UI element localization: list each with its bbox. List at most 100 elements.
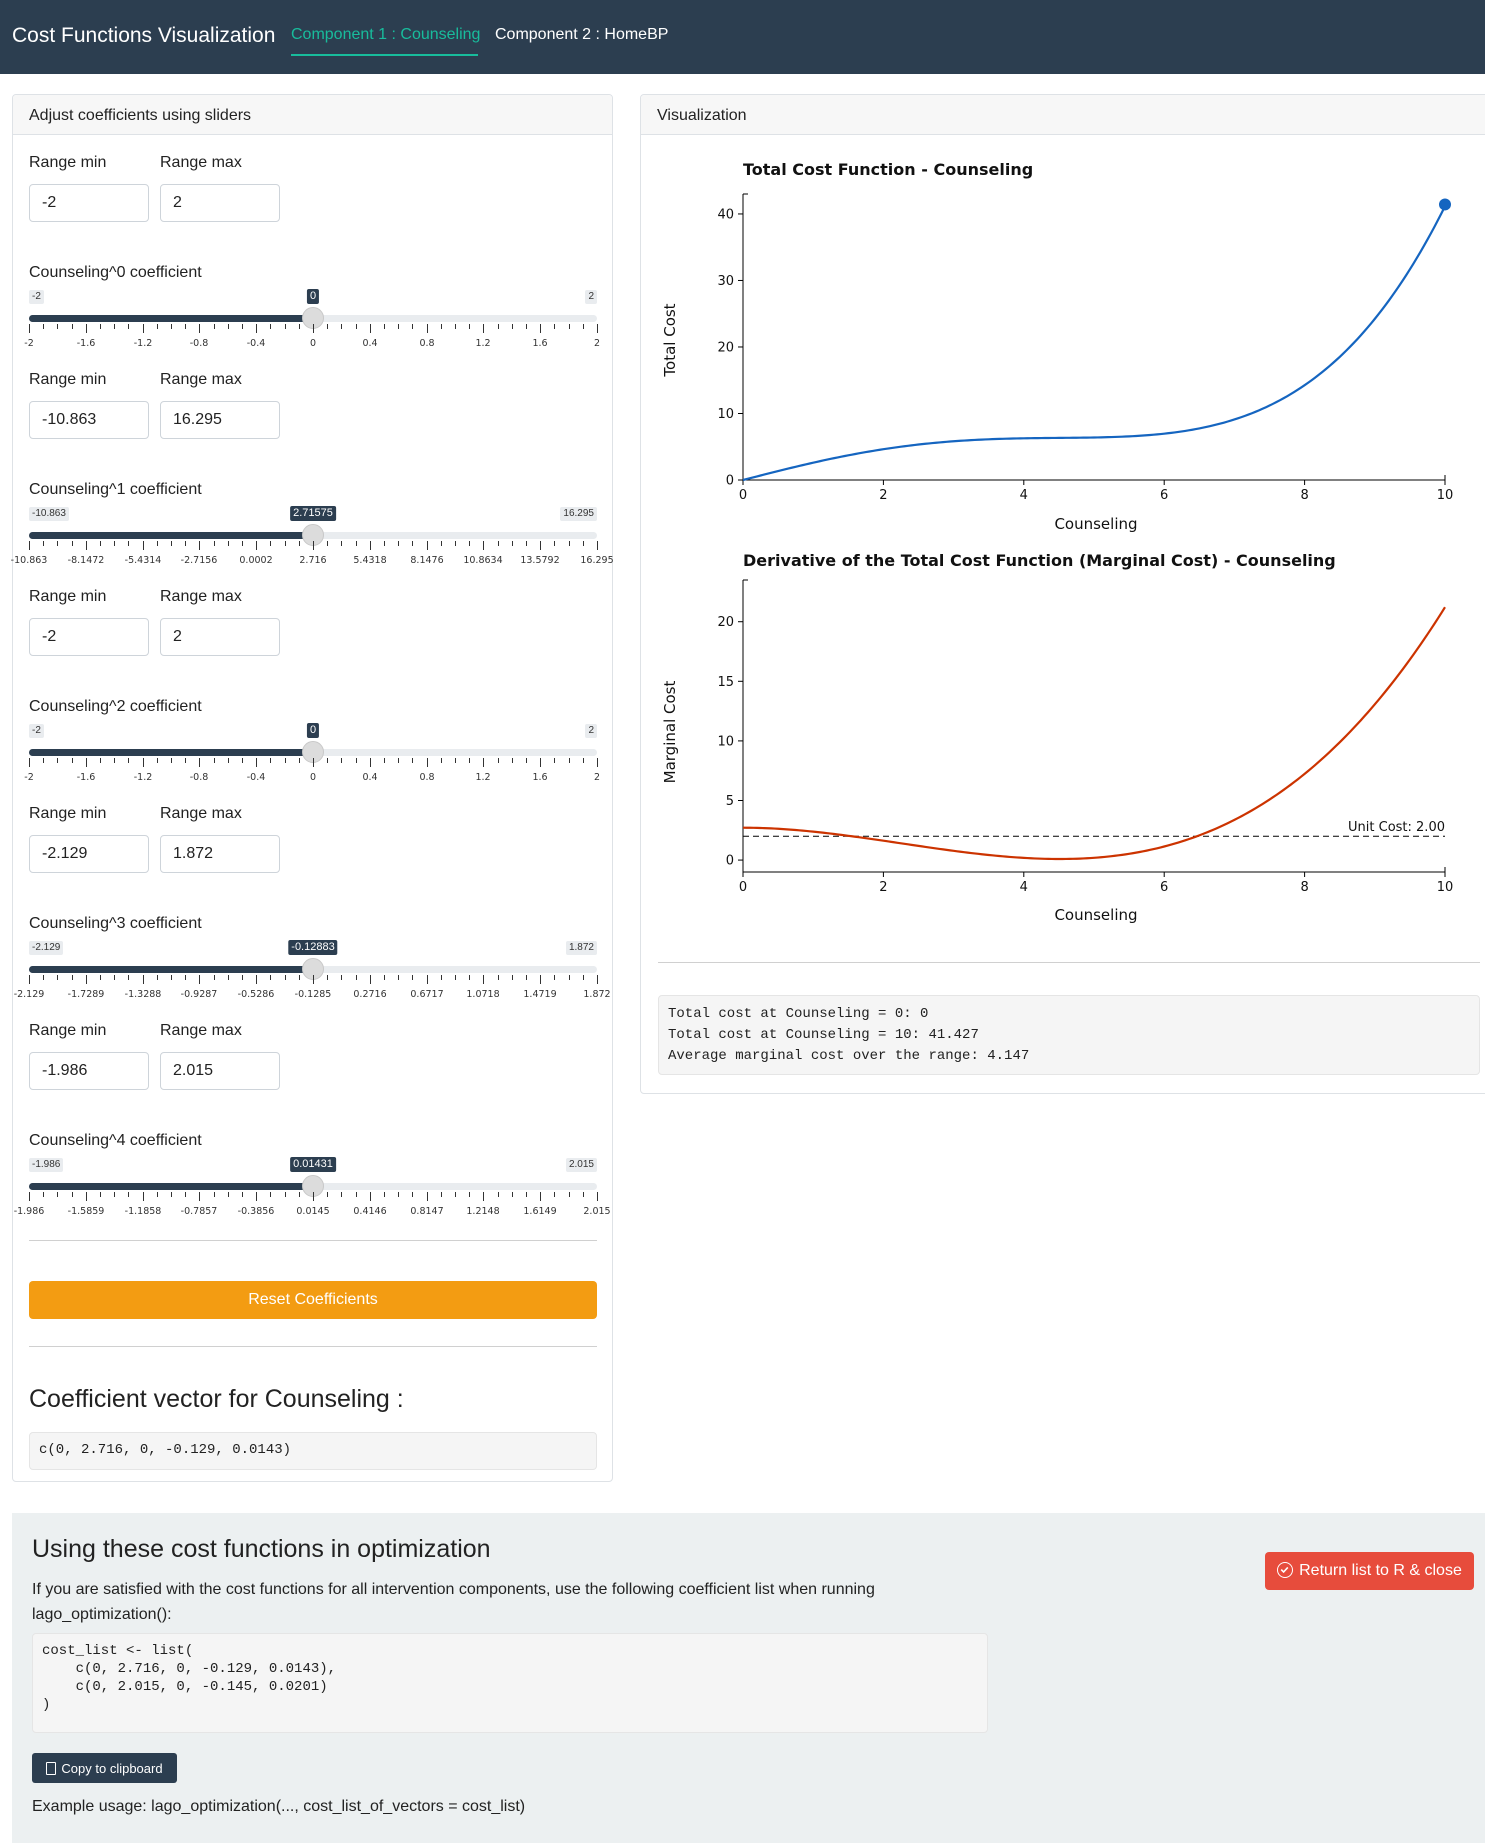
slider-grid: -2.129 -1.7289 -1.3288 -0.9287 -0.5286 -0.128…: [14, 975, 611, 1000]
coefficient-vector-title: Coefficient vector for Counseling :: [29, 1385, 404, 1413]
range-min-label: Range min: [29, 588, 107, 605]
x-tick-label: 0: [739, 488, 747, 503]
marginal-cost-chart: Derivative of the Total Cost Function (M…: [661, 551, 1454, 924]
tab-counseling[interactable]: Component 1 : Counseling: [291, 26, 481, 43]
slider-tick-label: 2: [594, 338, 600, 349]
x-axis-label: Counseling: [1054, 515, 1137, 533]
slider-tick-label: -0.4: [247, 338, 266, 349]
coefficient-label: Counseling^1 coefficient: [29, 481, 202, 498]
slider-tick-label: -1.1858: [125, 1206, 162, 1217]
check-circle-icon: [1277, 1562, 1294, 1578]
x-tick-label: 2: [879, 880, 887, 895]
slider-grid: -2 -1.6 -1.2 -0.8 -0.4 0 0.4 0.8 1.2 1.6 2: [24, 758, 600, 783]
slider-max-label: 16.295: [560, 507, 597, 521]
tab-homebp[interactable]: Component 2 : HomeBP: [495, 26, 669, 43]
x-tick-label: 2: [879, 488, 887, 503]
slider-tick-label: -1.2: [134, 772, 153, 783]
coefficient-slider[interactable]: -1.986 2.015 0.01431 -1.986 -1.5859 -1.185…: [14, 1157, 611, 1248]
slider-tick-label: -2.129: [14, 989, 45, 1000]
slider-value-label: 0.01431: [290, 1157, 336, 1172]
range-min-label: Range min: [29, 154, 107, 171]
divider: [29, 1240, 597, 1241]
visualization-panel-title: Visualization: [657, 107, 747, 124]
slider-tick-label: -0.3856: [238, 1206, 275, 1217]
coefficient-slider[interactable]: -2.129 1.872 -0.12883 -2.129 -1.7289 -1.32…: [14, 940, 611, 1031]
y-tick-label: 0: [726, 854, 734, 869]
coefficient-slider[interactable]: -2 2 0 -2 -1.6 -1.2 -0.8 -0.4 0 0.4 0.8 1.2 1.6 2: [24, 289, 600, 380]
slider-value-label: 0: [306, 289, 320, 304]
slider-tick-label: -1.2: [134, 338, 153, 349]
x-tick-label: 10: [1437, 488, 1454, 503]
slider-tick-label: 0: [310, 772, 316, 783]
slider-tick-label: -2: [24, 338, 33, 349]
slider-tick-label: 0.4: [362, 772, 377, 783]
y-axis-label: Marginal Cost: [661, 681, 679, 784]
copy-to-clipboard-button[interactable]: Copy to clipboard: [32, 1753, 177, 1783]
slider-tick-label: 0.8147: [410, 1206, 443, 1217]
example-usage: Example usage: lago_optimization(..., co…: [32, 1798, 526, 1815]
slider-tick-label: 0.0145: [296, 1206, 329, 1217]
slider-tick-label: 1.6: [532, 772, 547, 783]
range-max-input[interactable]: [160, 618, 280, 656]
coefficient-slider[interactable]: -10.863 16.295 2.71575 -10.863 -8.1472 -5.…: [11, 506, 614, 597]
slider-tick-label: 1.6: [532, 338, 547, 349]
coefficient-slider[interactable]: -2 2 0 -2 -1.6 -1.2 -0.8 -0.4 0 0.4 0.8 1.2 1.6 2: [24, 723, 600, 814]
slider-tick-label: -10.863: [11, 555, 48, 566]
slider-max-label: 2: [585, 724, 597, 738]
coefficient-label: Counseling^0 coefficient: [29, 264, 202, 281]
slider-min-label: -10.863: [29, 507, 69, 521]
coefficient-label: Counseling^2 coefficient: [29, 698, 202, 715]
slider-tick-label: -0.4: [247, 772, 266, 783]
slider-tick-label: 2.015: [583, 1206, 610, 1217]
y-tick-label: 40: [717, 207, 734, 222]
range-max-input[interactable]: [160, 835, 280, 873]
range-min-label: Range min: [29, 371, 107, 388]
reset-coefficients-button[interactable]: Reset Coefficients: [29, 1281, 597, 1319]
slider-tick-label: 1.4719: [523, 989, 556, 1000]
x-tick-label: 10: [1437, 880, 1454, 895]
x-tick-label: 8: [1300, 488, 1308, 503]
range-min-input[interactable]: [29, 184, 149, 222]
range-min-input[interactable]: [29, 835, 149, 873]
return-button-label: Return list to R & close: [1299, 1562, 1462, 1579]
y-tick-label: 0: [726, 474, 734, 489]
range-max-input[interactable]: [160, 1052, 280, 1090]
slider-fill: [29, 1183, 313, 1190]
optimization-section: Using these cost functions in optimizati…: [12, 1513, 1485, 1843]
slider-min-label: -2.129: [29, 941, 64, 955]
range-min-label: Range min: [29, 1022, 107, 1039]
slider-tick-label: 1.0718: [466, 989, 499, 1000]
slider-tick-label: -1.3288: [125, 989, 162, 1000]
range-min-input[interactable]: [29, 401, 149, 439]
coefficient-label: Counseling^3 coefficient: [29, 915, 202, 932]
x-tick-label: 0: [739, 880, 747, 895]
x-tick-label: 4: [1020, 488, 1028, 503]
return-list-button[interactable]: Return list to R & close: [1265, 1552, 1474, 1590]
divider: [658, 962, 1480, 963]
coefficient-vector-code: c(0, 2.716, 0, -0.129, 0.0143): [29, 1432, 597, 1470]
x-tick-label: 8: [1300, 880, 1308, 895]
slider-tick-label: 2: [594, 772, 600, 783]
range-min-input[interactable]: [29, 1052, 149, 1090]
y-tick-label: 20: [717, 340, 734, 355]
slider-tick-label: -0.8: [190, 772, 209, 783]
range-min-input[interactable]: [29, 618, 149, 656]
slider-tick-label: 0.8: [419, 338, 434, 349]
y-tick-label: 30: [717, 274, 734, 289]
slider-tick-label: -1.986: [14, 1206, 45, 1217]
slider-min-label: -2: [29, 724, 44, 738]
slider-tick-label: -8.1472: [68, 555, 105, 566]
slider-value-label: 2.71575: [290, 506, 336, 521]
slider-tick-label: 13.5792: [520, 555, 559, 566]
range-max-label: Range max: [160, 805, 242, 822]
sliders-panel-header: Adjust coefficients using sliders: [13, 95, 612, 135]
slider-value-label: -0.12883: [288, 940, 338, 955]
slider-tick-label: 0.4146: [353, 1206, 386, 1217]
clipboard-icon: [46, 1761, 57, 1775]
y-tick-label: 15: [717, 675, 734, 690]
slider-tick-label: -1.6: [77, 338, 96, 349]
slider-tick-label: 1.6149: [523, 1206, 556, 1217]
range-max-input[interactable]: [160, 401, 280, 439]
navbar: Cost Functions Visualization Component 1…: [0, 0, 1485, 74]
range-max-input[interactable]: [160, 184, 280, 222]
